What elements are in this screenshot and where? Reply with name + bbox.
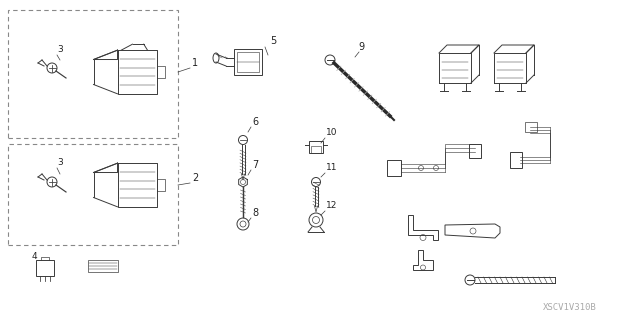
Text: 10: 10 [326, 128, 337, 137]
Text: 12: 12 [326, 201, 337, 210]
Bar [8, 10, 178, 138]
Bar [88, 260, 118, 272]
Bar [525, 122, 537, 132]
Text: 11: 11 [326, 163, 337, 172]
Circle shape [433, 166, 438, 170]
Text: XSCV1V310B: XSCV1V310B [543, 303, 597, 313]
Text: 9: 9 [358, 42, 364, 52]
Text: 5: 5 [270, 36, 276, 46]
Text: 6: 6 [252, 117, 258, 127]
Text: 2: 2 [192, 173, 198, 183]
Bar [36, 260, 54, 276]
Bar [157, 179, 164, 191]
Bar [469, 144, 481, 158]
Bar [387, 160, 401, 176]
Bar [234, 49, 262, 75]
Bar [8, 144, 178, 245]
Text: 4: 4 [32, 252, 38, 261]
Bar [237, 52, 259, 72]
Circle shape [419, 166, 424, 170]
Bar [510, 152, 522, 168]
Text: 7: 7 [252, 160, 259, 170]
Text: 1: 1 [192, 58, 198, 68]
Bar [157, 66, 164, 78]
Text: 8: 8 [252, 208, 258, 218]
Bar [309, 141, 323, 153]
Text: 3: 3 [57, 45, 63, 54]
Bar [311, 146, 321, 153]
Text: 3: 3 [57, 158, 63, 167]
